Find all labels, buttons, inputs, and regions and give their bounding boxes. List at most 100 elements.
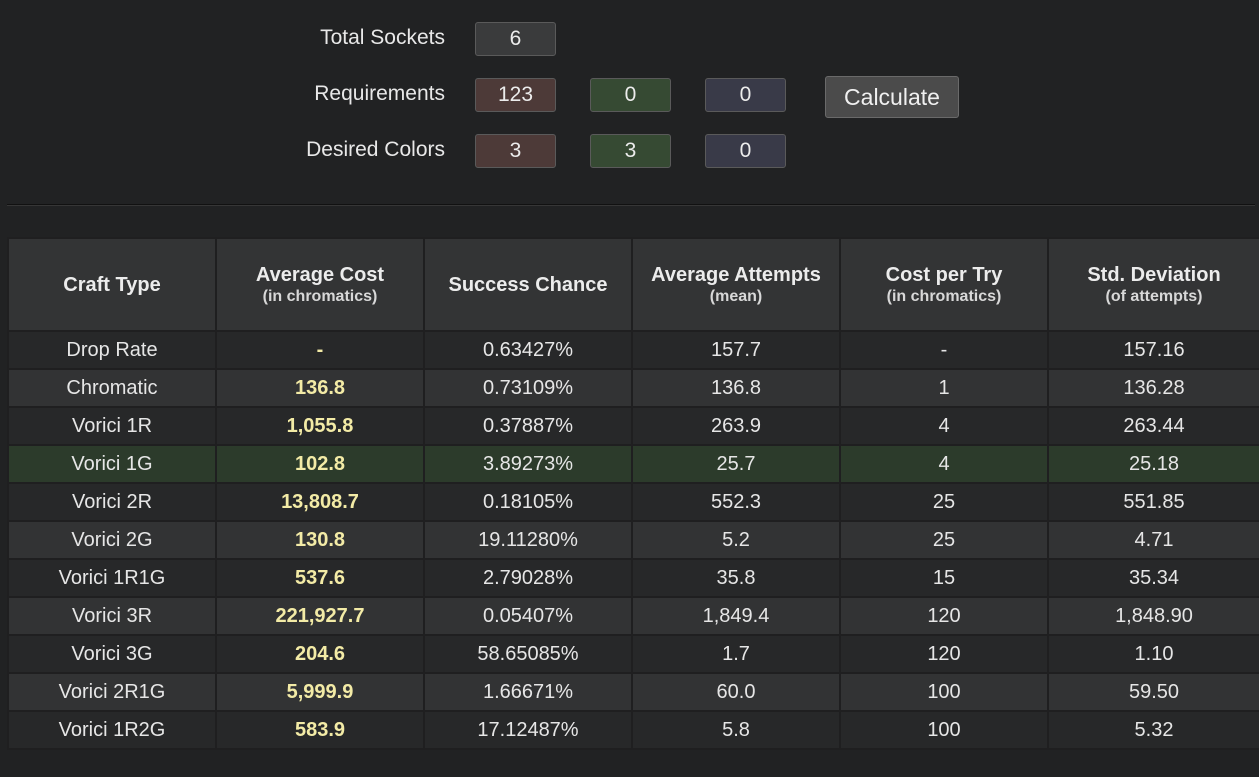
cell-cost-per-try: 15 (839, 558, 1049, 598)
cell-average-attempts: 60.0 (631, 672, 841, 712)
header-craft-type: Craft Type (7, 237, 217, 332)
cell-success-chance: 0.05407% (423, 596, 633, 636)
table-row: Vorici 1R2G 583.9 17.12487% 5.8 100 5.32 (7, 710, 1259, 750)
cell-average-cost: 136.8 (215, 368, 425, 408)
cell-cost-per-try: 1 (839, 368, 1049, 408)
cell-craft-type: Vorici 1R1G (7, 558, 217, 598)
total-sockets-label: Total Sockets (320, 26, 445, 49)
cell-craft-type: Vorici 2G (7, 520, 217, 560)
cell-success-chance: 19.11280% (423, 520, 633, 560)
cell-cost-per-try: 25 (839, 520, 1049, 560)
cell-std-deviation: 136.28 (1047, 368, 1259, 408)
requirement-red-input[interactable] (475, 78, 556, 112)
header-average-attempts: Average Attempts (mean) (631, 237, 841, 332)
cell-std-deviation: 1,848.90 (1047, 596, 1259, 636)
desired-blue-input[interactable] (705, 134, 786, 168)
cell-success-chance: 0.73109% (423, 368, 633, 408)
table-row: Vorici 2R 13,808.7 0.18105% 552.3 25 551.85 (7, 482, 1259, 522)
cell-std-deviation: 4.71 (1047, 520, 1259, 560)
cell-average-attempts: 263.9 (631, 406, 841, 446)
table-row: Chromatic 136.8 0.73109% 136.8 1 136.28 (7, 368, 1259, 408)
requirement-green-input[interactable] (590, 78, 671, 112)
cell-craft-type: Vorici 3G (7, 634, 217, 674)
requirements-row: Requirements Calculate (0, 76, 1259, 118)
cell-std-deviation: 157.16 (1047, 330, 1259, 370)
cell-average-attempts: 1.7 (631, 634, 841, 674)
cell-success-chance: 0.63427% (423, 330, 633, 370)
cell-success-chance: 58.65085% (423, 634, 633, 674)
desired-red-input[interactable] (475, 134, 556, 168)
table-row: Vorici 2G 130.8 19.11280% 5.2 25 4.71 (7, 520, 1259, 560)
cell-craft-type: Vorici 1R (7, 406, 217, 446)
cell-success-chance: 2.79028% (423, 558, 633, 598)
cell-cost-per-try: 100 (839, 710, 1049, 750)
total-sockets-input[interactable] (475, 22, 556, 56)
cell-craft-type: Vorici 3R (7, 596, 217, 636)
cell-std-deviation: 551.85 (1047, 482, 1259, 522)
cell-success-chance: 0.18105% (423, 482, 633, 522)
header-average-cost: Average Cost (in chromatics) (215, 237, 425, 332)
cell-average-cost: 1,055.8 (215, 406, 425, 446)
cell-average-cost: 221,927.7 (215, 596, 425, 636)
cell-cost-per-try: 100 (839, 672, 1049, 712)
table-row: Vorici 2R1G 5,999.9 1.66671% 60.0 100 59.50 (7, 672, 1259, 712)
table-row: Vorici 3G 204.6 58.65085% 1.7 120 1.10 (7, 634, 1259, 674)
cell-cost-per-try: 120 (839, 634, 1049, 674)
cell-average-attempts: 5.2 (631, 520, 841, 560)
cell-craft-type: Vorici 1R2G (7, 710, 217, 750)
cell-cost-per-try: 4 (839, 444, 1049, 484)
cell-average-cost: - (215, 330, 425, 370)
header-std-deviation: Std. Deviation (of attempts) (1047, 237, 1259, 332)
cell-cost-per-try: 25 (839, 482, 1049, 522)
table-header-row: Craft Type Average Cost (in chromatics) S… (7, 237, 1259, 332)
cell-craft-type: Vorici 1G (7, 444, 217, 484)
cell-average-attempts: 552.3 (631, 482, 841, 522)
desired-colors-row: Desired Colors (0, 132, 1259, 168)
total-sockets-row: Total Sockets (0, 20, 1259, 56)
cell-success-chance: 17.12487% (423, 710, 633, 750)
cell-average-cost: 5,999.9 (215, 672, 425, 712)
cell-cost-per-try: 4 (839, 406, 1049, 446)
table-row: Vorici 1R 1,055.8 0.37887% 263.9 4 263.44 (7, 406, 1259, 446)
cell-average-attempts: 35.8 (631, 558, 841, 598)
cell-average-cost: 130.8 (215, 520, 425, 560)
table-row: Vorici 3R 221,927.7 0.05407% 1,849.4 120 1,84… (7, 596, 1259, 636)
cell-average-cost: 537.6 (215, 558, 425, 598)
header-success-chance: Success Chance (423, 237, 633, 332)
requirement-blue-input[interactable] (705, 78, 786, 112)
table-row: Vorici 1R1G 537.6 2.79028% 35.8 15 35.34 (7, 558, 1259, 598)
desired-green-input[interactable] (590, 134, 671, 168)
cell-cost-per-try: 120 (839, 596, 1049, 636)
calculate-button[interactable]: Calculate (825, 76, 959, 118)
table-row: Drop Rate -0.63427% 157.7-157.16 (7, 330, 1259, 370)
cell-average-cost: 204.6 (215, 634, 425, 674)
cell-average-attempts: 136.8 (631, 368, 841, 408)
cell-std-deviation: 1.10 (1047, 634, 1259, 674)
results-table: Craft Type Average Cost (in chromatics) S… (7, 237, 1259, 750)
cell-success-chance: 0.37887% (423, 406, 633, 446)
desired-colors-label: Desired Colors (306, 138, 445, 161)
cell-average-cost: 583.9 (215, 710, 425, 750)
cell-average-attempts: 25.7 (631, 444, 841, 484)
cell-std-deviation: 59.50 (1047, 672, 1259, 712)
cell-average-cost: 13,808.7 (215, 482, 425, 522)
cell-craft-type: Vorici 2R (7, 482, 217, 522)
table-row: Vorici 1G 102.8 3.89273% 25.7 4 25.18 (7, 444, 1259, 484)
cell-std-deviation: 5.32 (1047, 710, 1259, 750)
cell-average-cost: 102.8 (215, 444, 425, 484)
header-cost-per-try: Cost per Try (in chromatics) (839, 237, 1049, 332)
cell-craft-type: Vorici 2R1G (7, 672, 217, 712)
cell-craft-type: Drop Rate (7, 330, 217, 370)
cell-average-attempts: 157.7 (631, 330, 841, 370)
cell-average-attempts: 5.8 (631, 710, 841, 750)
results-table-body: Drop Rate -0.63427% 157.7-157.16 Chromatic 1… (7, 330, 1259, 750)
cell-craft-type: Chromatic (7, 368, 217, 408)
cell-success-chance: 3.89273% (423, 444, 633, 484)
cell-std-deviation: 263.44 (1047, 406, 1259, 446)
requirements-label: Requirements (314, 82, 445, 105)
cell-std-deviation: 35.34 (1047, 558, 1259, 598)
cell-cost-per-try: - (839, 330, 1049, 370)
cell-success-chance: 1.66671% (423, 672, 633, 712)
socket-calculator-form: Total Sockets Requirements Calculate Des… (0, 0, 1259, 190)
cell-std-deviation: 25.18 (1047, 444, 1259, 484)
